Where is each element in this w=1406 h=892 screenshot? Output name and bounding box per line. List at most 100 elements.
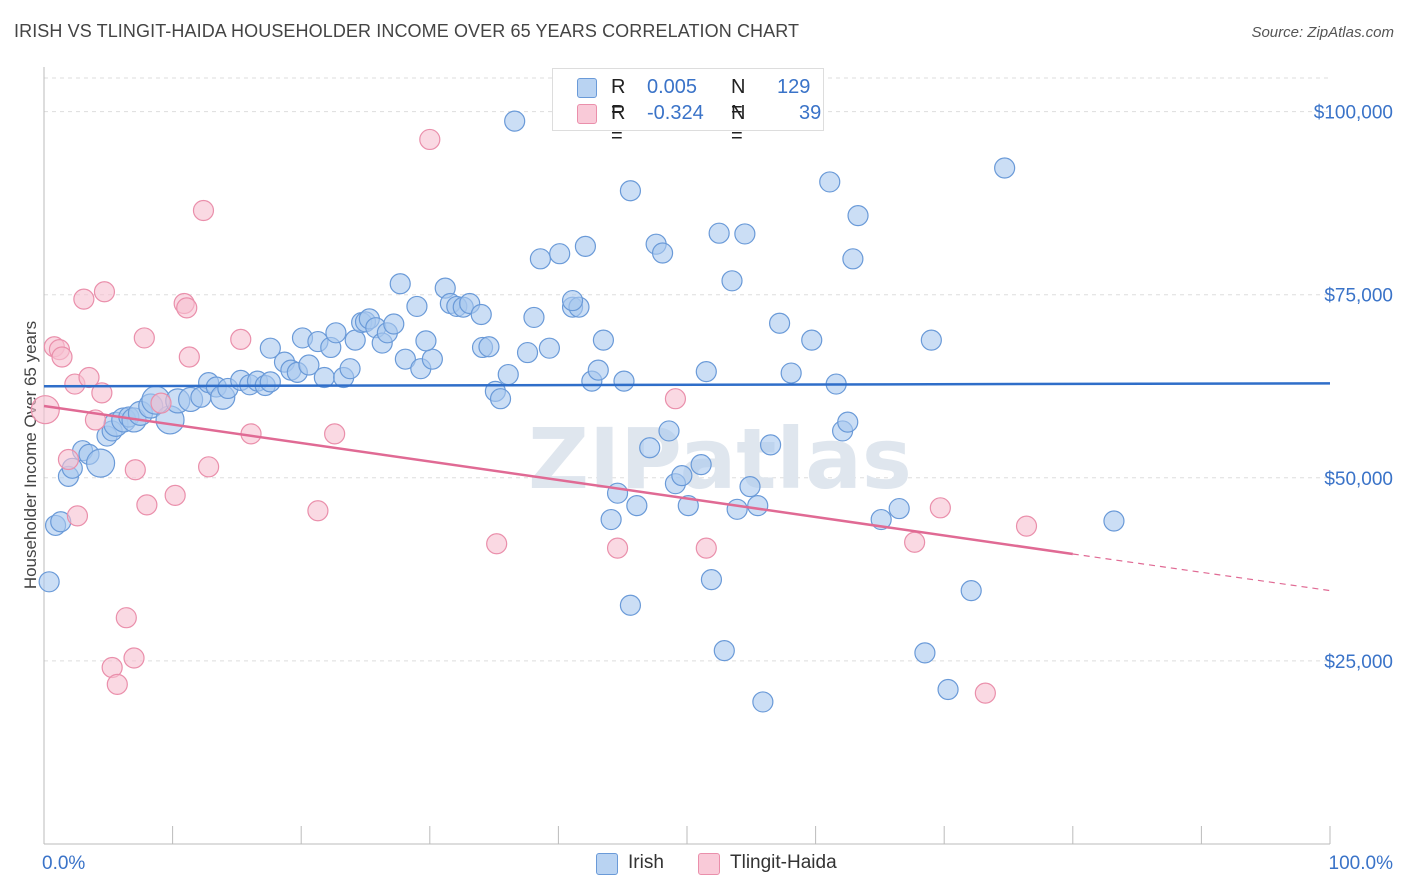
irish-point — [914, 642, 936, 664]
irish-point — [574, 235, 597, 257]
irish-point — [837, 411, 859, 433]
irish-point — [626, 495, 648, 517]
irish-point — [759, 434, 782, 456]
tlingit-haida-point — [115, 607, 137, 629]
irish-point — [592, 329, 615, 351]
irish-point — [489, 388, 512, 410]
r-value: -0.324 — [647, 102, 704, 124]
irish-point — [406, 295, 428, 318]
tlingit-haida-swatch — [698, 853, 720, 875]
tlingit-haida-point — [324, 423, 346, 445]
tlingit-haida-point — [1015, 515, 1038, 537]
tlingit-haida-point — [192, 199, 215, 222]
irish-point — [523, 306, 545, 329]
tlingit-haida-point — [230, 328, 252, 350]
irish-point — [394, 348, 416, 370]
irish-point — [801, 329, 823, 351]
tlingit-haida-point — [929, 497, 951, 519]
irish-point — [600, 508, 622, 531]
irish-point — [734, 223, 756, 245]
tlingit-haida-point — [66, 505, 89, 527]
irish-point — [994, 157, 1016, 179]
tlingit-haida-point — [133, 327, 155, 349]
tlingit-haida-point — [106, 673, 128, 695]
n-label: N = — [731, 76, 746, 121]
tlingit-haida-point — [198, 456, 220, 478]
trend-lines — [43, 382, 1331, 592]
irish-point — [298, 354, 320, 376]
irish-point — [504, 110, 526, 132]
irish-point — [613, 370, 635, 392]
tlingit-haida-point — [307, 500, 329, 522]
r-value: 0.005 — [647, 76, 698, 98]
irish-point — [920, 329, 942, 351]
irish-point — [259, 371, 281, 393]
tlingit-haida-point — [664, 388, 687, 410]
tlingit-haida-point — [164, 484, 186, 506]
irish-point — [383, 313, 405, 335]
irish-point — [421, 348, 443, 370]
tlingit-haida-swatch — [577, 104, 597, 124]
irish-point — [619, 594, 642, 616]
n-value: 129 — [777, 76, 811, 98]
tlingit-haida-trend-extension — [1072, 553, 1331, 592]
irish-point — [1103, 510, 1125, 532]
irish-point — [739, 475, 761, 498]
irish-point — [721, 270, 743, 292]
irish-point — [619, 180, 642, 202]
tlingit-haida-point — [30, 395, 60, 425]
correlation-legend: R = 0.005 N = 129 R = -0.324 N = 39 — [552, 68, 824, 147]
irish-point — [478, 336, 500, 358]
tick-labels: $25,000 $50,000 $75,000 $100,000 0.0% 100.0% — [42, 103, 1393, 874]
irish-point — [937, 678, 959, 701]
tlingit-haida-trend-line — [43, 404, 1073, 556]
irish-point — [768, 312, 791, 334]
tlingit-haida-point — [136, 494, 158, 516]
irish-trend-line — [43, 382, 1331, 388]
irish-point — [713, 640, 735, 662]
legend-label: Tlingit-Haida — [730, 852, 837, 873]
tlingit-haida-point — [178, 346, 200, 368]
irish-point — [752, 691, 774, 713]
irish-point — [339, 358, 361, 380]
irish-point — [538, 337, 560, 359]
irish-point — [690, 454, 712, 476]
tlingit-haida-point — [93, 281, 116, 303]
irish-point — [888, 497, 910, 520]
irish-point — [38, 571, 60, 593]
irish-point — [561, 289, 584, 312]
y-tick-label: $50,000 — [1324, 469, 1393, 490]
irish-point — [708, 222, 730, 244]
irish-point — [747, 495, 769, 517]
irish-point — [587, 359, 609, 381]
tlingit-haida-point — [78, 366, 100, 389]
y-tick-label: $100,000 — [1314, 103, 1393, 124]
irish-point — [415, 330, 437, 352]
irish-point — [847, 205, 869, 227]
tlingit-haida-point — [419, 128, 441, 151]
tlingit-haida-point — [150, 392, 172, 414]
n-value: 39 — [799, 102, 822, 124]
legend-label: Irish — [628, 852, 664, 873]
irish-point — [960, 579, 982, 602]
axes — [43, 67, 1331, 845]
irish-point — [470, 303, 492, 326]
irish-point — [651, 242, 674, 264]
irish-point — [639, 437, 661, 459]
r-label: R = — [611, 76, 626, 121]
tlingit-haida-point — [124, 459, 146, 481]
tlingit-haida-point — [176, 297, 198, 319]
tlingit-haida-point — [486, 533, 508, 555]
x-tick-label: 100.0% — [1329, 853, 1394, 874]
n-label: N = — [731, 102, 746, 147]
irish-point — [780, 362, 802, 384]
tlingit-haida-point — [91, 382, 113, 404]
irish-point — [529, 248, 551, 270]
irish-point — [389, 273, 411, 295]
tlingit-haida-point — [606, 537, 629, 559]
tlingit-haida-point — [904, 531, 926, 553]
r-label: R = — [611, 102, 626, 147]
tlingit-haida-points — [30, 128, 1038, 704]
irish-point — [549, 243, 571, 265]
